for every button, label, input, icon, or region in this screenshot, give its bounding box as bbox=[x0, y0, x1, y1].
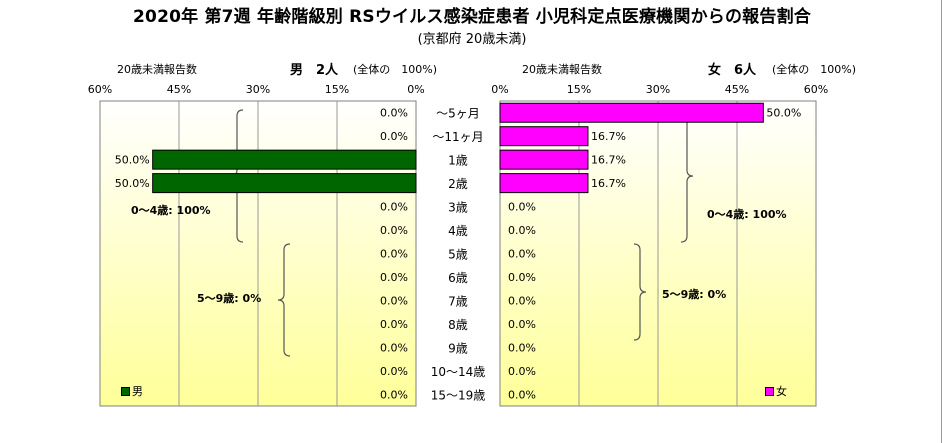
female-data-label: 0.0% bbox=[508, 341, 536, 354]
category-label: 6歳 bbox=[448, 271, 468, 285]
male-data-label: 0.0% bbox=[380, 341, 408, 354]
female-x-tick-label: 60% bbox=[804, 83, 828, 96]
male-count: 男 2人 bbox=[290, 63, 339, 78]
male-brace-label-0-4: 0～4歳: 100% bbox=[131, 204, 211, 217]
male-legend: 男 bbox=[121, 383, 143, 399]
female-data-label: 0.0% bbox=[508, 224, 536, 237]
female-under20-label: 20歳未満報告数 bbox=[522, 63, 602, 76]
male-x-tick-label: 0% bbox=[407, 83, 424, 96]
category-label: 2歳 bbox=[448, 177, 468, 191]
female-data-label: 0.0% bbox=[508, 248, 536, 261]
female-bar bbox=[499, 102, 764, 123]
chart-subtitle: (京都府 20歳未満) bbox=[417, 32, 527, 47]
category-label: 9歳 bbox=[448, 341, 468, 355]
male-data-label: 0.0% bbox=[380, 388, 408, 401]
female-data-label: 0.0% bbox=[508, 294, 536, 307]
male-x-tick-label: 60% bbox=[88, 83, 112, 96]
male-under20-label: 20歳未満報告数 bbox=[117, 63, 197, 76]
chart-title: 2020年 第7週 年齢階級別 RSウイルス感染症患者 小児科定点医療機関からの… bbox=[133, 7, 811, 27]
female-bar bbox=[499, 173, 589, 194]
female-brace-label-5-9: 5～9歳: 0% bbox=[662, 288, 727, 301]
female-brace-5-9 bbox=[633, 243, 647, 341]
female-data-label: 16.7% bbox=[591, 130, 626, 143]
female-x-tick-label: 45% bbox=[725, 83, 749, 96]
right-border bbox=[941, 0, 942, 443]
male-data-label: 50.0% bbox=[115, 154, 150, 167]
category-label: 5歳 bbox=[448, 248, 468, 262]
male-x-tick-label: 45% bbox=[167, 83, 191, 96]
male-bar bbox=[152, 149, 417, 170]
male-data-label: 0.0% bbox=[380, 271, 408, 284]
category-label: 7歳 bbox=[448, 294, 468, 308]
female-x-tick-label: 30% bbox=[646, 83, 670, 96]
female-bar bbox=[499, 126, 589, 147]
male-data-label: 0.0% bbox=[380, 201, 408, 214]
male-data-label: 0.0% bbox=[380, 130, 408, 143]
male-data-label: 0.0% bbox=[380, 365, 408, 378]
category-label: 4歳 bbox=[448, 224, 468, 238]
category-label: 8歳 bbox=[448, 318, 468, 332]
female-data-label: 0.0% bbox=[508, 318, 536, 331]
female-legend: 女 bbox=[765, 383, 787, 399]
female-data-label: 50.0% bbox=[766, 107, 801, 120]
male-data-label: 0.0% bbox=[380, 294, 408, 307]
category-label: 15～19歳 bbox=[431, 388, 486, 402]
male-total-note: (全体の 100%) bbox=[353, 63, 438, 76]
female-legend-swatch bbox=[765, 386, 774, 396]
category-label: ～11ヶ月 bbox=[432, 130, 483, 144]
male-data-label: 0.0% bbox=[380, 107, 408, 120]
female-legend-label: 女 bbox=[776, 385, 787, 398]
category-label: 10～14歳 bbox=[431, 365, 486, 379]
female-total-note: (全体の 100%) bbox=[772, 63, 857, 76]
male-data-label: 0.0% bbox=[380, 318, 408, 331]
category-label: 1歳 bbox=[448, 154, 468, 168]
male-data-label: 50.0% bbox=[115, 177, 150, 190]
female-data-label: 0.0% bbox=[508, 201, 536, 214]
female-data-label: 0.0% bbox=[508, 365, 536, 378]
female-data-label: 0.0% bbox=[508, 388, 536, 401]
male-brace-5-9 bbox=[277, 243, 291, 357]
female-brace-label-0-4: 0～4歳: 100% bbox=[707, 208, 787, 221]
female-data-label: 0.0% bbox=[508, 271, 536, 284]
male-bar bbox=[152, 173, 417, 194]
female-bar bbox=[499, 149, 589, 170]
male-legend-swatch bbox=[121, 386, 130, 396]
male-x-tick-label: 30% bbox=[246, 83, 270, 96]
category-label: 3歳 bbox=[448, 201, 468, 215]
male-data-label: 0.0% bbox=[380, 248, 408, 261]
male-data-label: 0.0% bbox=[380, 224, 408, 237]
female-data-label: 16.7% bbox=[591, 154, 626, 167]
male-brace-label-5-9: 5～9歳: 0% bbox=[197, 292, 262, 305]
female-count: 女 6人 bbox=[708, 63, 757, 78]
female-x-tick-label: 15% bbox=[567, 83, 591, 96]
male-legend-label: 男 bbox=[132, 385, 143, 398]
female-data-label: 16.7% bbox=[591, 177, 626, 190]
female-x-tick-label: 0% bbox=[491, 83, 508, 96]
category-label: ～5ヶ月 bbox=[436, 107, 480, 121]
male-x-tick-label: 15% bbox=[325, 83, 349, 96]
